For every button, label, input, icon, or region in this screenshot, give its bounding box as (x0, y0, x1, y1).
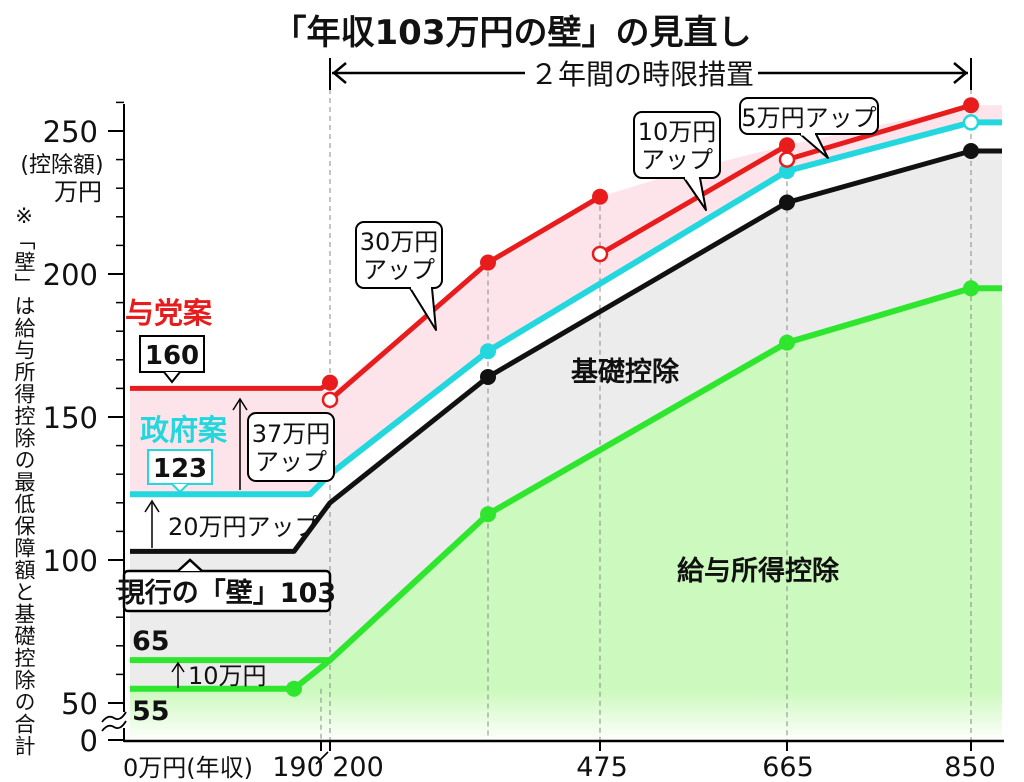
up37-line2: アップ (255, 448, 327, 476)
text-labels: 050 100 150 200 250 0万円(年収) 190 200 475 665 850 「年収… (12, 13, 996, 782)
side-note: ※「壁」は給与所得控除の最低保障額と基礎控除の合計 (12, 204, 36, 757)
period-arrowhead-right (953, 62, 968, 84)
series-points (286, 97, 980, 697)
point-ruling-200 (322, 374, 338, 391)
up30-box (355, 221, 443, 289)
value-55-label: 55 (132, 696, 170, 727)
y-tick-label-0: 0 (80, 724, 98, 758)
up10small-label: 10万円 (188, 662, 267, 690)
x-axis-break-slash (315, 751, 329, 765)
y-unit-label-1: (控除額) (20, 153, 103, 178)
up20-arrowhead (144, 499, 160, 513)
up37-box (247, 412, 335, 482)
annotations (122, 58, 972, 688)
point-salary-850 (963, 280, 979, 297)
line-ruling-segment-3 (786, 102, 972, 162)
y-tick-label-200: 200 (43, 258, 98, 292)
axes (101, 101, 1004, 765)
area-fills (118, 105, 1008, 742)
period-label: ２年間の時限措置 (530, 58, 754, 91)
x-tick-label-475: 475 (576, 752, 628, 782)
y-tick-label-150: 150 (43, 401, 98, 435)
open-point-government-850 (962, 114, 980, 131)
current-label-box (122, 569, 332, 613)
open-point-ruling-665 (778, 151, 796, 168)
ruling-value-pointer (163, 371, 181, 384)
point-ruling-850 (963, 97, 979, 114)
line-ruling-segment-0 (130, 380, 332, 391)
up10-line2: アップ (641, 146, 713, 174)
point-current-850 (963, 143, 979, 160)
x-tick-label-190: 190 (272, 752, 324, 782)
ruling-increase-area (130, 105, 1002, 495)
up5-label: 5万円アップ (741, 104, 876, 132)
up37-arrowhead (232, 397, 248, 411)
basic-deduction-area (130, 151, 1002, 689)
x-tick-label-665: 665 (762, 752, 814, 782)
up30-line2: アップ (363, 256, 435, 284)
chart-title: 「年収103万円の壁」の見直し (273, 13, 752, 53)
x-tick-label-0: 0万円(年収) (123, 754, 253, 782)
point-ruling-330 (480, 254, 496, 271)
up10small-arrowhead (171, 661, 185, 673)
ruling-value: 160 (145, 341, 199, 371)
point-ruling-475 (592, 188, 608, 205)
point-salary-165 (286, 680, 302, 697)
value-65-label: 65 (132, 626, 170, 657)
up20-label: 20万円アップ (168, 513, 319, 541)
gov-value: 123 (153, 454, 207, 484)
axis-break-mark (101, 711, 127, 723)
grid-lines (320, 62, 972, 740)
basic-deduction-label: 基礎控除 (571, 356, 680, 388)
current-label-pointer (177, 558, 203, 572)
10up-box (633, 111, 721, 179)
x-tick-label-850: 850 (944, 752, 996, 782)
axis-break-mark-2 (101, 720, 127, 732)
point-salary-330 (480, 506, 496, 523)
point-ruling-665 (779, 137, 795, 154)
bottom-fade (118, 690, 1008, 742)
gov-label: 政府案 (140, 413, 228, 447)
current-label: 現行の「壁」103 (118, 577, 336, 609)
open-point-ruling-475 (591, 245, 609, 263)
y-tick-label-50: 50 (61, 687, 98, 721)
point-salary-665 (779, 334, 795, 351)
up10-line1: 10万円 (638, 118, 717, 146)
point-current-330 (480, 368, 496, 385)
period-arrowhead-left (332, 62, 347, 84)
point-current-665 (779, 194, 795, 211)
salary-deduction-area (130, 288, 1002, 740)
y-tick-label-100: 100 (43, 544, 98, 578)
open-point-ruling-200 (321, 391, 339, 409)
point-government-330 (480, 343, 496, 360)
line-ruling-segment-2 (598, 143, 789, 257)
y-tick-label-250: 250 (43, 115, 98, 149)
ruling-value-box (139, 335, 205, 373)
up37-line1: 37万円 (252, 420, 331, 448)
gov-value-pointer (171, 483, 189, 494)
up30-line1: 30万円 (360, 228, 439, 256)
x-tick-label-200: 200 (332, 752, 384, 782)
salary-deduction-label: 給与所得控除 (677, 555, 840, 587)
point-government-665 (779, 163, 795, 180)
ruling-label: 与党案 (125, 296, 213, 330)
y-unit-label-2: 万円 (54, 178, 102, 206)
